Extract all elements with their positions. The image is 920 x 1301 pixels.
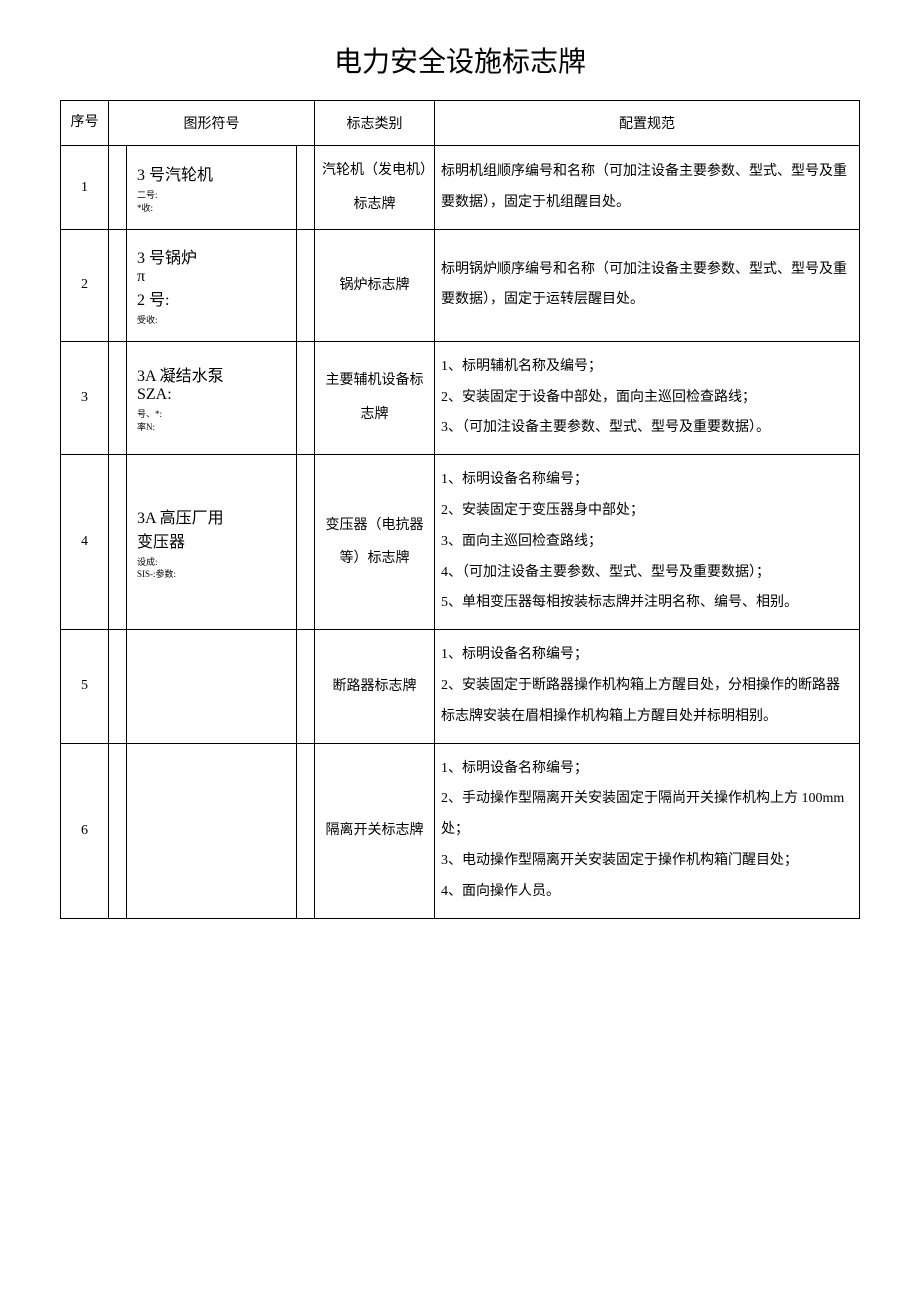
symbol-cell bbox=[127, 630, 297, 743]
symbol-cell: 3 号锅炉π2 号: 受收: bbox=[127, 230, 297, 342]
row-gap2 bbox=[297, 743, 315, 918]
symbol-main: 3 号汽轮机 bbox=[137, 161, 286, 185]
category-cell: 隔离开关标志牌 bbox=[315, 743, 435, 918]
symbol-sub: 号、*:率N: bbox=[137, 408, 286, 433]
row-gap bbox=[109, 743, 127, 918]
spec-cell: 1、标明辅机名称及编号；2、安装固定于设备中部处，面向主巡回检查路线；3、（可加… bbox=[435, 341, 860, 454]
row-num: 2 bbox=[61, 230, 109, 342]
row-gap bbox=[109, 230, 127, 342]
category-cell: 变压器（电抗器等）标志牌 bbox=[315, 455, 435, 630]
row-num: 1 bbox=[61, 146, 109, 230]
table-header-row: 序号 图形符号 标志类别 配置规范 bbox=[61, 101, 860, 146]
symbol-cell bbox=[127, 743, 297, 918]
col-header-spec: 配置规范 bbox=[435, 101, 860, 146]
spec-cell: 1、标明设备名称编号；2、手动操作型隔离开关安装固定于隔尚开关操作机构上方 10… bbox=[435, 743, 860, 918]
symbol-main: 3 号锅炉π2 号: bbox=[137, 244, 286, 310]
row-gap bbox=[109, 146, 127, 230]
category-cell: 断路器标志牌 bbox=[315, 630, 435, 743]
category-cell: 主要辅机设备标志牌 bbox=[315, 341, 435, 454]
symbol-main: 3A 高压厂用变压器 bbox=[137, 504, 286, 552]
symbol-cell: 3A 高压厂用变压器 设成:SIS-:参数: bbox=[127, 455, 297, 630]
symbol-cell: 3 号汽轮机 二号:*收: bbox=[127, 146, 297, 230]
signage-table: 序号 图形符号 标志类别 配置规范 1 3 号汽轮机 二号:*收: 汽轮机（发电… bbox=[60, 100, 860, 919]
symbol-sub: 二号:*收: bbox=[137, 189, 286, 214]
row-gap2 bbox=[297, 341, 315, 454]
spec-cell: 标明锅炉顺序编号和名称（可加注设备主要参数、型式、型号及重要数据），固定于运转层… bbox=[435, 230, 860, 342]
page-title: 电力安全设施标志牌 bbox=[60, 40, 860, 80]
row-gap bbox=[109, 341, 127, 454]
category-cell: 汽轮机（发电机）标志牌 bbox=[315, 146, 435, 230]
row-gap2 bbox=[297, 630, 315, 743]
table-row: 4 3A 高压厂用变压器 设成:SIS-:参数: 变压器（电抗器等）标志牌 1、… bbox=[61, 455, 860, 630]
row-num: 4 bbox=[61, 455, 109, 630]
table-row: 5 断路器标志牌 1、标明设备名称编号；2、安装固定于断路器操作机构箱上方醒目处… bbox=[61, 630, 860, 743]
col-header-category: 标志类别 bbox=[315, 101, 435, 146]
row-num: 3 bbox=[61, 341, 109, 454]
spec-cell: 标明机组顺序编号和名称（可加注设备主要参数、型式、型号及重要数据），固定于机组醒… bbox=[435, 146, 860, 230]
symbol-cell: 3A 凝结水泵SZA: 号、*:率N: bbox=[127, 341, 297, 454]
col-header-symbol: 图形符号 bbox=[109, 101, 315, 146]
spec-cell: 1、标明设备名称编号；2、安装固定于变压器身中部处；3、面向主巡回检查路线；4、… bbox=[435, 455, 860, 630]
row-gap bbox=[109, 455, 127, 630]
col-header-xu: 序号 bbox=[61, 101, 109, 146]
table-row: 1 3 号汽轮机 二号:*收: 汽轮机（发电机）标志牌 标明机组顺序编号和名称（… bbox=[61, 146, 860, 230]
table-row: 2 3 号锅炉π2 号: 受收: 锅炉标志牌 标明锅炉顺序编号和名称（可加注设备… bbox=[61, 230, 860, 342]
row-gap2 bbox=[297, 146, 315, 230]
row-gap2 bbox=[297, 455, 315, 630]
row-gap bbox=[109, 630, 127, 743]
row-num: 5 bbox=[61, 630, 109, 743]
category-cell: 锅炉标志牌 bbox=[315, 230, 435, 342]
table-row: 3 3A 凝结水泵SZA: 号、*:率N: 主要辅机设备标志牌 1、标明辅机名称… bbox=[61, 341, 860, 454]
symbol-main: 3A 凝结水泵SZA: bbox=[137, 362, 286, 404]
row-num: 6 bbox=[61, 743, 109, 918]
row-gap2 bbox=[297, 230, 315, 342]
symbol-sub: 设成:SIS-:参数: bbox=[137, 556, 286, 581]
spec-cell: 1、标明设备名称编号；2、安装固定于断路器操作机构箱上方醒目处，分相操作的断路器… bbox=[435, 630, 860, 743]
symbol-sub: 受收: bbox=[137, 314, 286, 327]
table-row: 6 隔离开关标志牌 1、标明设备名称编号；2、手动操作型隔离开关安装固定于隔尚开… bbox=[61, 743, 860, 918]
